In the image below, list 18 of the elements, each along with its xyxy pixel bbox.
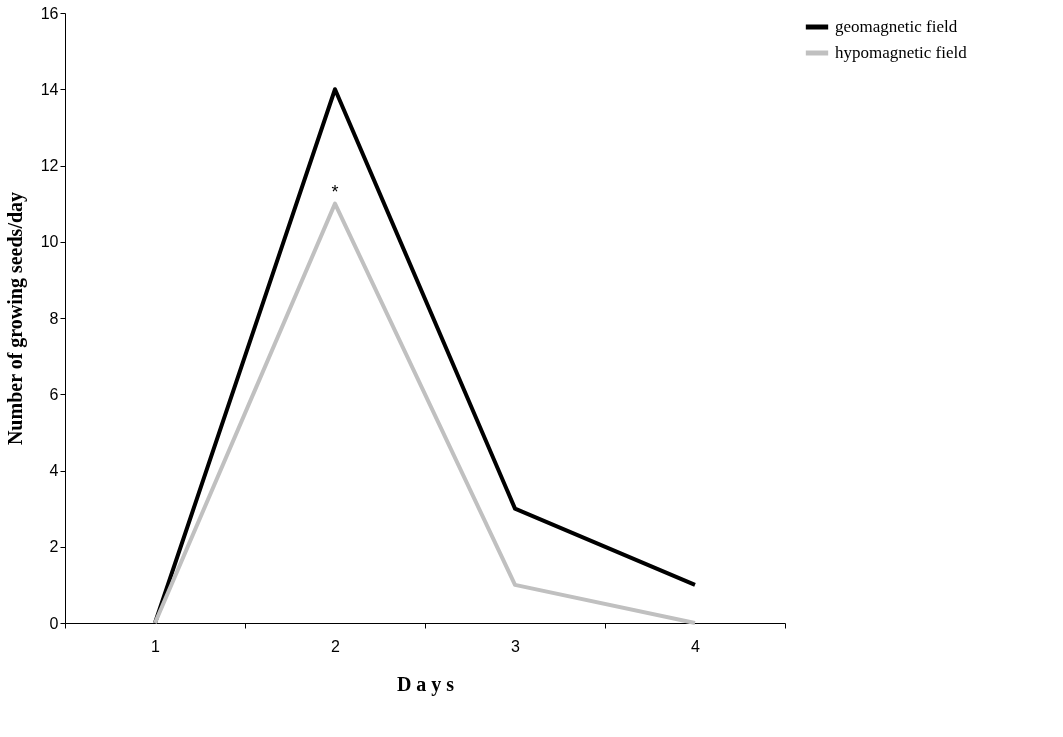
x-axis-title: D a y s	[396, 672, 455, 696]
y-tick-label: 14	[40, 80, 59, 98]
y-tick-label: 12	[40, 157, 59, 174]
x-tick-label: 3	[511, 637, 521, 655]
legend-label: geomagnetic field	[835, 17, 958, 36]
y-tick-label: 8	[49, 309, 59, 327]
x-tick-label: 2	[331, 637, 341, 655]
x-tick-label: 4	[691, 637, 701, 655]
legend-label: hypomagnetic field	[835, 43, 968, 62]
y-tick-label: 4	[49, 462, 59, 479]
y-tick-label: 16	[40, 4, 59, 22]
y-axis-title: Number of growing seeds/day	[3, 191, 27, 446]
y-tick-label: 6	[49, 385, 59, 403]
annotation: *	[331, 181, 339, 202]
y-tick-label: 10	[40, 233, 59, 251]
y-tick-label: 0	[49, 614, 59, 632]
y-tick-label: 2	[49, 538, 59, 556]
x-tick-label: 1	[151, 637, 161, 655]
